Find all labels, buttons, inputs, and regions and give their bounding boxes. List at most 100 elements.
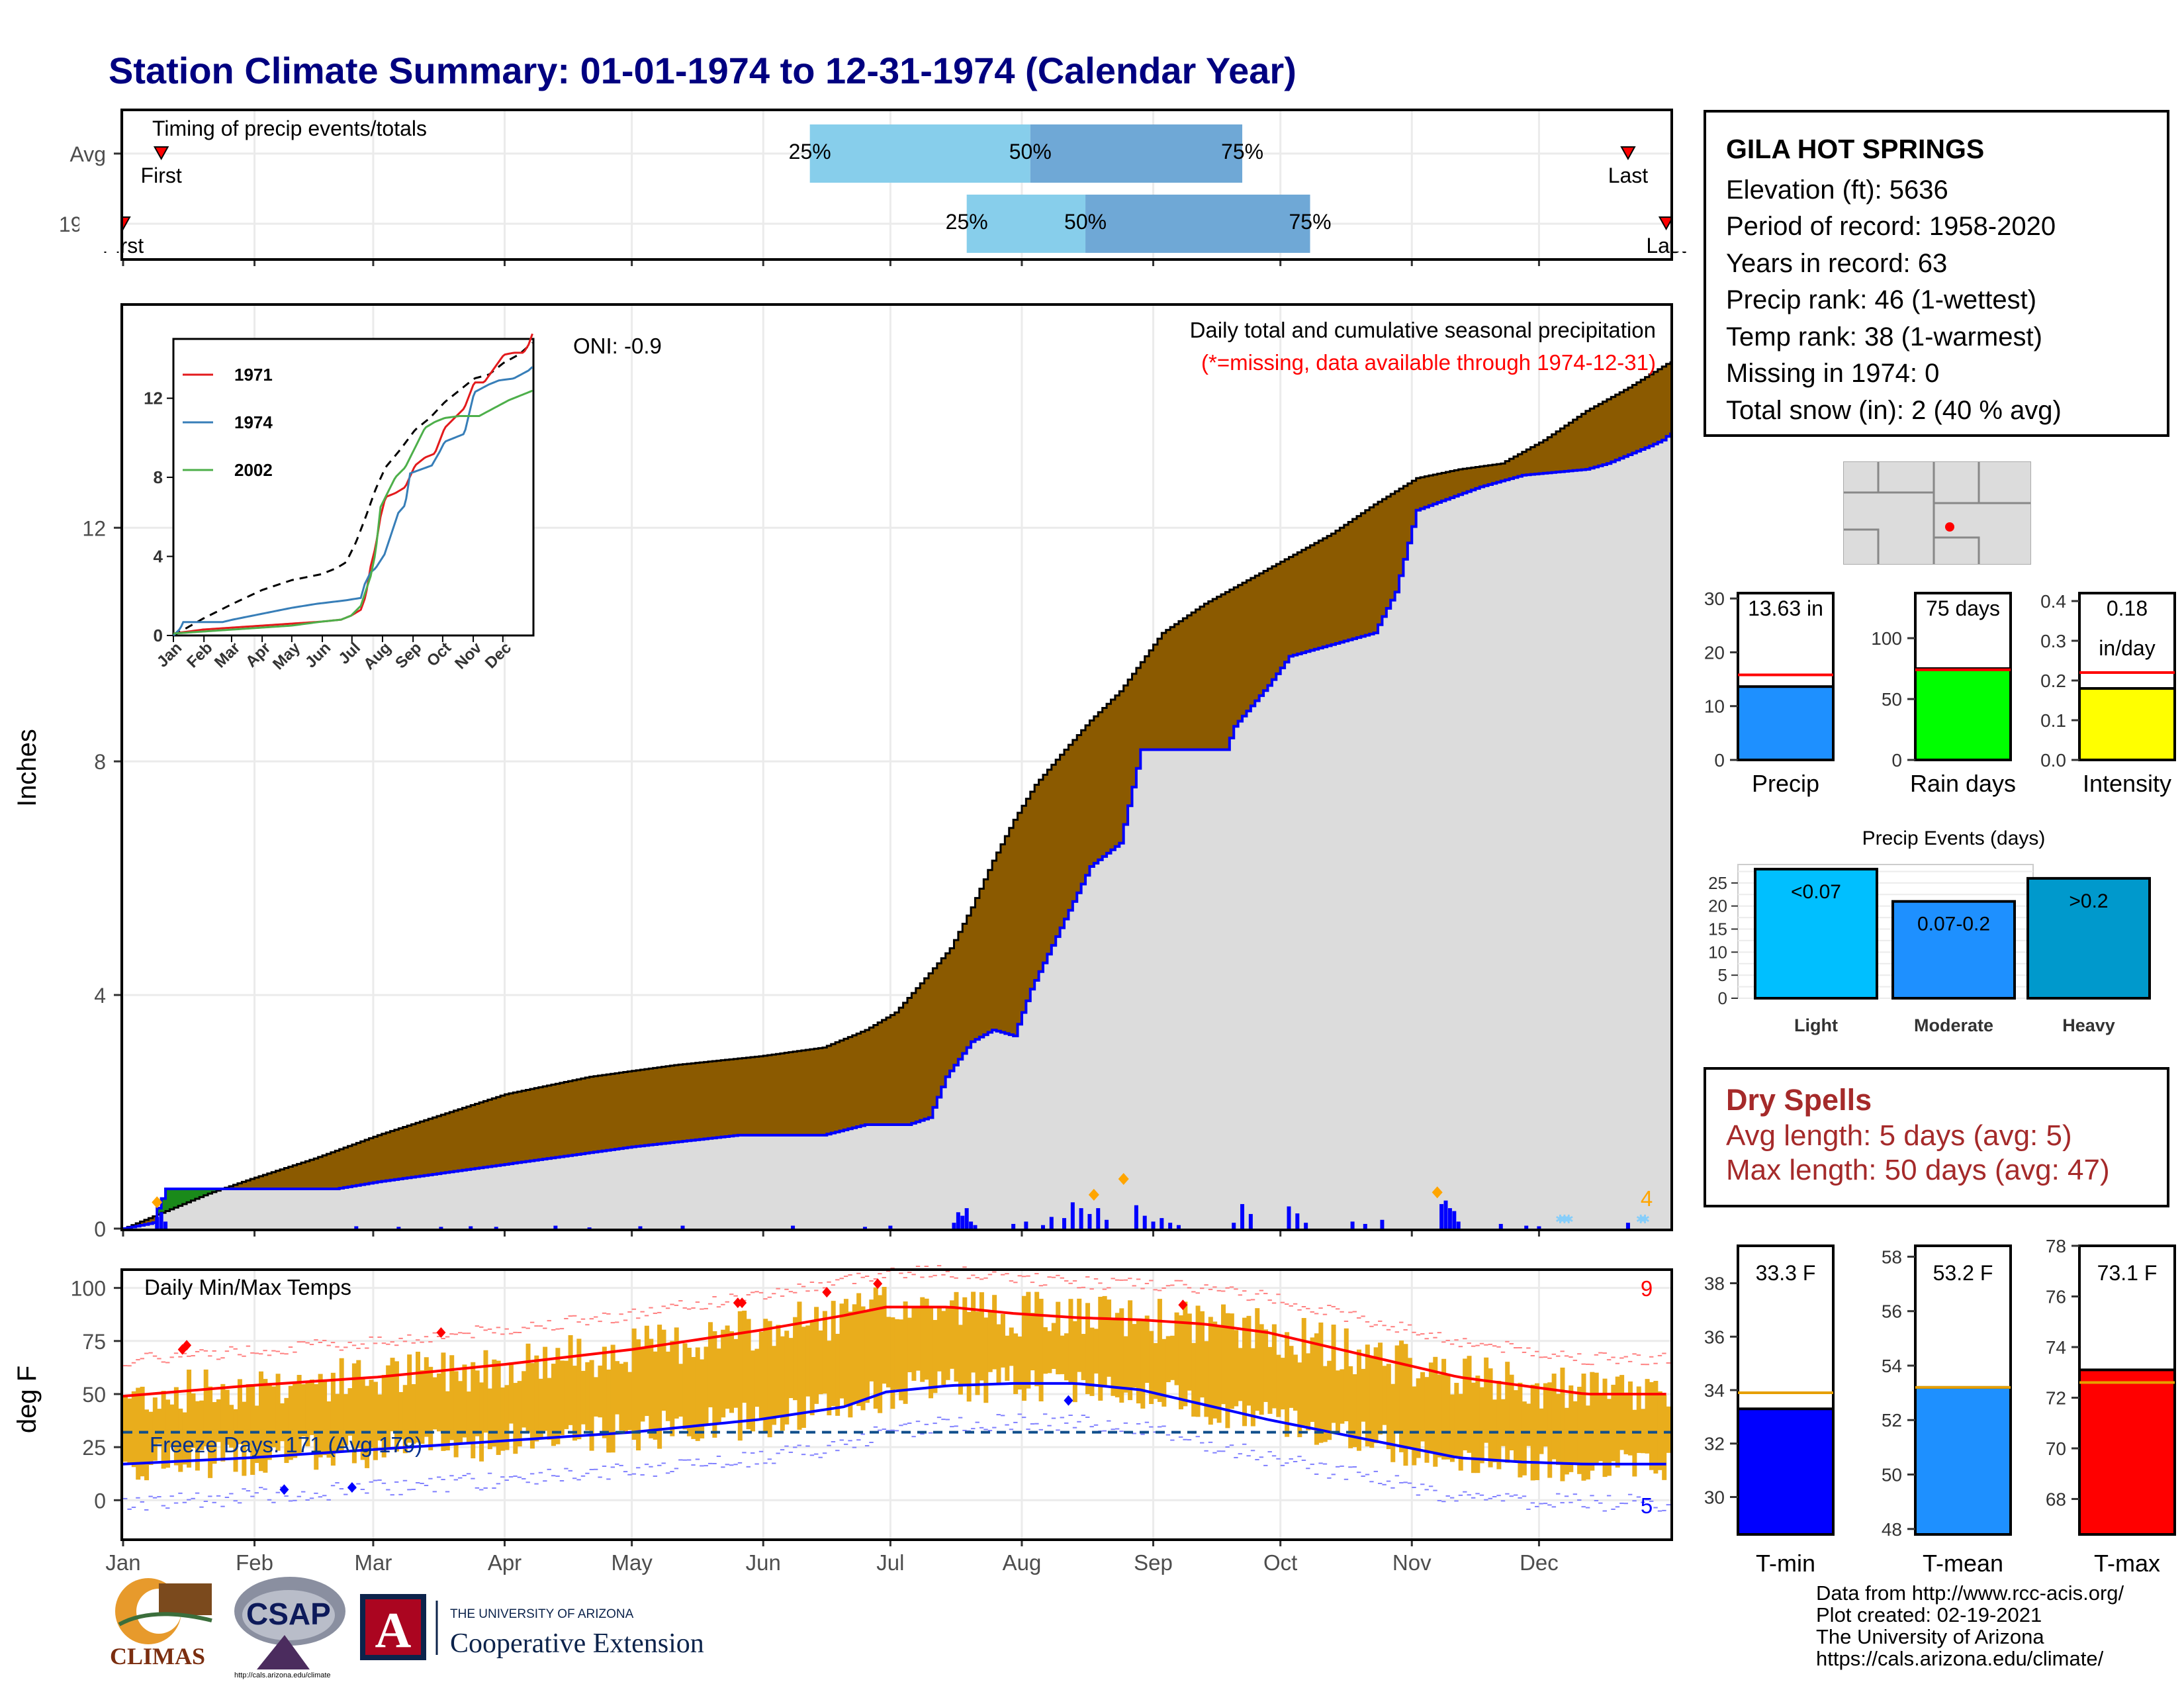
record-min-step <box>458 1477 463 1479</box>
temps-daily-range <box>1505 1362 1510 1463</box>
month-axis-label: Oct <box>1263 1550 1297 1575</box>
record-min-step <box>1263 1464 1268 1466</box>
record-min-step <box>1042 1413 1048 1415</box>
temps-daily-range <box>1335 1370 1340 1434</box>
record-min-step <box>369 1481 373 1483</box>
temps-daily-range <box>1128 1300 1133 1401</box>
record-max-step <box>1526 1347 1531 1349</box>
record-max-step <box>462 1333 467 1335</box>
record-low-marker <box>279 1484 289 1495</box>
record-min-step <box>543 1480 547 1482</box>
record-min-step <box>576 1479 581 1481</box>
record-max-step <box>517 1331 522 1333</box>
record-high-marker <box>182 1340 192 1351</box>
record-min-step <box>1530 1502 1535 1504</box>
record-max-step <box>653 1312 658 1314</box>
events-title: Precip Events (days) <box>1862 827 2046 849</box>
record-max-step <box>152 1355 158 1357</box>
precip-daily-bar <box>1443 1200 1448 1229</box>
record-min-step <box>271 1501 276 1503</box>
record-max-step <box>860 1276 865 1278</box>
temps-daily-range <box>343 1394 349 1446</box>
record-max-step <box>1458 1346 1463 1348</box>
record-min-step <box>801 1454 806 1456</box>
record-min-step <box>441 1479 445 1481</box>
record-min-step <box>267 1499 272 1501</box>
record-max-step <box>492 1332 496 1334</box>
record-max-step <box>136 1359 140 1361</box>
record-min-step <box>242 1488 246 1490</box>
temps-daily-range <box>899 1319 904 1401</box>
temps-daily-range <box>843 1299 848 1407</box>
record-max-step <box>275 1350 281 1352</box>
temps-daily-range <box>1098 1296 1103 1401</box>
record-max-step <box>1009 1280 1014 1282</box>
precip-daily-bar <box>952 1223 956 1229</box>
record-max-step <box>882 1277 886 1279</box>
precip-daily-bar <box>969 1221 974 1229</box>
record-max-step <box>1627 1360 1633 1362</box>
record-min-step <box>258 1487 263 1489</box>
temps-daily-range <box>1068 1299 1073 1385</box>
record-min-step <box>1285 1462 1289 1464</box>
temps-daily-range <box>848 1311 853 1418</box>
temps-daily-range <box>203 1369 208 1446</box>
record-max-step <box>1064 1280 1069 1282</box>
record-max-step <box>1361 1315 1365 1317</box>
temps-daily-range <box>746 1319 751 1430</box>
temps-daily-range <box>555 1348 561 1444</box>
record-high-marker <box>873 1278 883 1289</box>
temps-daily-range <box>1089 1327 1095 1396</box>
events-category-label: Heavy <box>2062 1015 2115 1035</box>
record-max-step <box>191 1355 195 1357</box>
record-min-step <box>911 1436 916 1438</box>
temps-daily-range <box>682 1343 688 1430</box>
record-min-step <box>246 1490 251 1492</box>
temps-ytick-label: 25 <box>82 1436 106 1460</box>
temps-daily-range <box>1526 1403 1531 1446</box>
temps-daily-range <box>653 1351 658 1440</box>
record-max-step <box>1013 1282 1018 1284</box>
temps-daily-range <box>1649 1382 1654 1470</box>
record-min-step <box>165 1507 170 1509</box>
record-max-step <box>1271 1302 1277 1304</box>
record-max-step <box>1623 1356 1628 1358</box>
temps-daily-range <box>1378 1342 1383 1435</box>
record-max-step <box>407 1334 412 1336</box>
temps-daily-range <box>1246 1315 1251 1406</box>
events-ytick-label: 25 <box>1708 873 1727 893</box>
record-max-step <box>203 1350 208 1352</box>
record-min-step <box>644 1464 649 1466</box>
temps-daily-range <box>1475 1376 1480 1474</box>
record-max-step <box>1471 1345 1476 1347</box>
record-max-step <box>343 1346 348 1348</box>
precip-daily-bar <box>494 1227 498 1229</box>
temps-daily-range <box>707 1322 713 1407</box>
temps-daily-range <box>322 1380 328 1456</box>
record-min-step <box>746 1466 751 1468</box>
record-min-step <box>182 1501 187 1503</box>
temps-daily-range <box>415 1351 420 1443</box>
record-min-step <box>1556 1493 1561 1495</box>
record-max-step <box>487 1328 492 1330</box>
temps-daily-range <box>1471 1382 1476 1474</box>
record-max-step <box>1615 1362 1620 1364</box>
gauge-bar-outline <box>2078 687 2176 761</box>
temps-daily-range <box>1581 1374 1586 1481</box>
record-max-step <box>123 1365 128 1367</box>
record-high-marker <box>822 1287 832 1298</box>
record-max-step <box>1488 1343 1492 1345</box>
record-low-marker <box>347 1482 357 1493</box>
temps-daily-range <box>1441 1358 1447 1460</box>
temps-daily-range <box>1577 1386 1582 1474</box>
record-max-step <box>496 1327 501 1329</box>
record-max-step <box>1569 1356 1573 1358</box>
footer-line: Data from http://www.rcc-acis.org/ <box>1816 1581 2124 1605</box>
record-min-step <box>373 1479 378 1481</box>
record-min-step <box>1619 1502 1624 1504</box>
record-min-step <box>1340 1465 1344 1467</box>
temps-daily-range <box>496 1360 501 1455</box>
timing-first-marker <box>153 146 169 161</box>
record-min-step <box>843 1443 848 1445</box>
